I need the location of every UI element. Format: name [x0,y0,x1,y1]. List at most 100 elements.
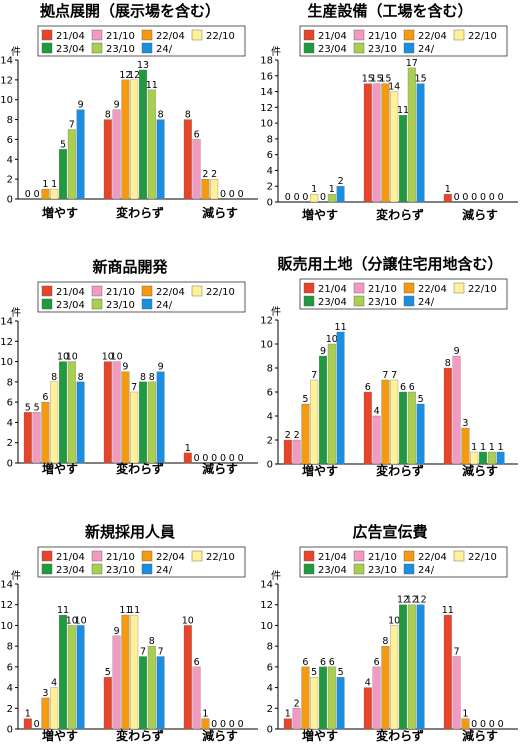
legend-label: 23/04 [56,300,85,311]
legend-label: 24/ [418,44,435,55]
data-label: 2 [211,169,217,180]
legend: 21/04 21/10 22/04 22/10 23/04 23/10 24/ [37,281,246,313]
bar [59,149,67,200]
legend-label: 23/10 [368,44,397,55]
legend-label: 22/04 [156,31,185,42]
data-label: 7 [454,647,460,658]
legend-label: 21/10 [106,31,135,42]
chart-panel-6: 広告宣伝費 21/04 21/10 22/04 22/10 23/04 23/10 24/件 0… [260,500,520,750]
data-label: 10 [75,615,87,626]
bar [41,401,50,464]
legend-label: 23/04 [318,565,347,576]
bar [390,379,399,465]
bar [479,451,487,465]
category-label: 変わらず [116,461,164,476]
data-label: 2 [202,169,208,180]
legend-swatch [41,42,53,54]
legend-label: 22/10 [468,552,497,563]
data-label: 7 [382,370,388,381]
data-label: 0 [220,453,226,464]
y-tick-label: 2 [267,704,273,715]
data-label: 1 [498,442,504,453]
bar [23,718,32,730]
data-label: 1 [489,442,495,453]
data-label: 0 [462,192,468,203]
y-tick-label: 6 [7,135,13,146]
legend-label: 23/10 [106,44,135,55]
legend-swatch [353,295,365,307]
chart-panel-1: 拠点展開（展示場を含む） 21/04 21/10 22/04 22/10 23/04 23/… [0,0,260,250]
legend-swatch [303,42,315,54]
category-label: 増やす [42,205,78,220]
bar [50,381,59,464]
legend-label: 21/04 [56,552,85,563]
data-label: 6 [194,129,200,140]
legend-swatch [141,563,153,575]
bar [283,439,292,465]
data-label: 11 [128,605,140,616]
y-tick-label: 2 [267,436,273,447]
legend-label: 21/04 [56,287,85,298]
bar [310,193,319,203]
data-label: 11 [442,605,454,616]
legend-label: 22/04 [418,31,447,42]
data-label: 15 [379,74,391,85]
legend-label: 23/04 [318,44,347,55]
data-label: 11 [397,105,409,116]
bar [327,666,336,730]
category-label: 減らす [202,205,238,220]
data-label: 15 [415,74,427,85]
bar [50,687,59,730]
legend-label: 23/04 [318,297,347,308]
data-label: 6 [302,657,308,668]
legend-label: 22/04 [418,552,447,563]
legend-swatch [353,29,365,41]
category-label: 増やす [42,461,78,476]
bar [461,718,470,730]
data-label: 8 [105,110,111,121]
legend-swatch [191,550,203,562]
bar [496,451,505,465]
data-label: 12 [397,595,409,606]
bar [310,677,319,730]
data-label: 0 [238,453,244,464]
data-label: 1 [42,179,48,190]
y-tick-label: 10 [260,340,273,351]
legend-swatch [141,298,153,310]
data-label: 8 [140,372,146,383]
bar [336,186,345,203]
category-label: 変わらず [376,728,424,743]
data-label: 7 [131,382,137,393]
legend: 21/04 21/10 22/04 22/10 23/04 23/10 24/ [299,25,508,57]
category-label: 変わらず [116,205,164,220]
data-label: 1 [471,442,477,453]
data-label: 2 [285,430,291,441]
y-tick-label: 0 [267,198,273,209]
data-label: 0 [480,192,486,203]
legend-frame [299,25,508,57]
bar [139,381,147,464]
legend-swatch [141,29,153,41]
y-tick-label: 4 [7,683,13,694]
data-label: 4 [374,406,380,417]
bar [336,331,345,465]
legend-label: 21/10 [368,31,397,42]
data-label: 0 [302,192,308,203]
data-label: 7 [140,647,146,658]
legend-swatch [41,29,53,41]
data-label: 15 [362,74,374,85]
y-tick-label: 2 [267,182,273,193]
data-label: 2 [338,176,344,187]
bar [292,439,301,465]
data-label: 6 [374,657,380,668]
category-label: 減らす [202,728,238,743]
chart-svg-3: 新商品開発 21/04 21/10 22/04 22/10 23/04 23/10 24/件 0… [0,258,258,476]
data-label: 6 [320,657,326,668]
y-tick-label: 4 [267,166,273,177]
y-tick-label: 4 [267,412,273,423]
y-tick-label: 4 [267,683,273,694]
legend-frame [37,281,246,313]
chart-title: 生産設備（工場を含む） [307,2,472,20]
y-tick-label: 14 [0,56,13,67]
data-label: 13 [137,60,149,71]
